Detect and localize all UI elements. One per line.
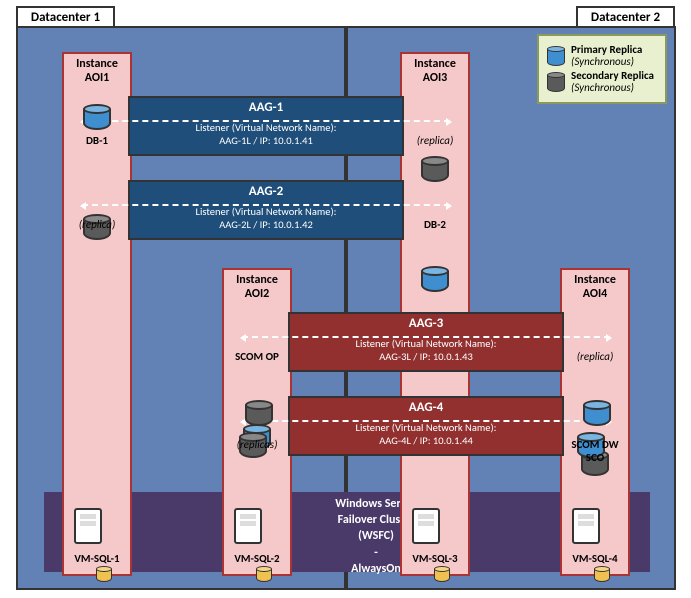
cylinder-icon: [547, 72, 565, 92]
aag-3-sub: Listener (Virtual Network Name):AAG-3L /…: [298, 337, 554, 363]
aoi2-replicas-cyl: [239, 400, 275, 434]
server-icon: [234, 508, 262, 544]
vm-2-label: VM-SQL-2: [222, 552, 292, 565]
instance-aoi4-header: Instance AOI4: [562, 270, 628, 305]
legend: Primary Replica(Synchronous) Secondary R…: [537, 34, 667, 104]
instance-aoi1-header: Instance AOI1: [64, 54, 130, 89]
legend-secondary: Secondary Replica(Synchronous): [547, 70, 657, 94]
aag3-arrow: [242, 336, 610, 338]
aag-1-sub: Listener (Virtual Network Name):AAG-1L /…: [138, 121, 394, 147]
server-icon: [572, 508, 600, 544]
aag2-arrow: [82, 204, 450, 206]
aag-1-band: AAG-1 Listener (Virtual Network Name):AA…: [128, 96, 404, 156]
instance-aoi3-header: Instance AOI3: [402, 54, 468, 89]
scom-dw-cyl: [577, 400, 613, 434]
aag-4-title: AAG-4: [298, 400, 554, 415]
aag-3-title: AAG-3: [298, 316, 554, 331]
aag-4-band: AAG-4 Listener (Virtual Network Name):AA…: [288, 396, 564, 456]
aag-4-sub: Listener (Virtual Network Name):AAG-4L /…: [298, 421, 554, 447]
aoi2-replicas-label: (replicas): [222, 438, 292, 451]
aag4-arrow: [242, 420, 610, 422]
disk-icon: [96, 566, 112, 582]
db-1-cyl: [83, 104, 111, 130]
aag-1-title: AAG-1: [138, 100, 394, 115]
db-1-label: DB-1: [62, 134, 132, 147]
aoi1-replica-label: (replica): [62, 218, 132, 231]
cylinder-icon: [547, 46, 565, 66]
server-icon: [74, 508, 102, 544]
scom-dw-label: SCOM DW SCO: [560, 438, 630, 464]
aag1-arrow: [82, 120, 450, 122]
vm-1-label: VM-SQL-1: [62, 552, 132, 565]
aoi3-replica-label: (replica): [400, 134, 470, 147]
vm-3-label: VM-SQL-3: [400, 552, 470, 565]
legend-primary: Primary Replica(Synchronous): [547, 44, 657, 68]
aag-2-title: AAG-2: [138, 184, 394, 199]
instance-aoi2-header: Instance AOI2: [224, 270, 290, 305]
aoi4-replica-label: (replica): [560, 350, 630, 363]
db-2-label: DB-2: [400, 218, 470, 231]
aag-2-sub: Listener (Virtual Network Name):AAG-2L /…: [138, 205, 394, 231]
db-2-cyl: [421, 266, 449, 292]
instance-aoi1: Instance AOI1: [62, 52, 132, 576]
aag-3-band: AAG-3 Listener (Virtual Network Name):AA…: [288, 312, 564, 372]
disk-icon: [434, 566, 450, 582]
disk-icon: [594, 566, 610, 582]
disk-icon: [256, 566, 272, 582]
aag-2-band: AAG-2 Listener (Virtual Network Name):AA…: [128, 180, 404, 240]
vm-4-label: VM-SQL-4: [560, 552, 630, 565]
server-icon: [412, 508, 440, 544]
aoi3-replica-cyl: [421, 156, 449, 182]
scom-op-label: SCOM OP: [222, 350, 292, 363]
